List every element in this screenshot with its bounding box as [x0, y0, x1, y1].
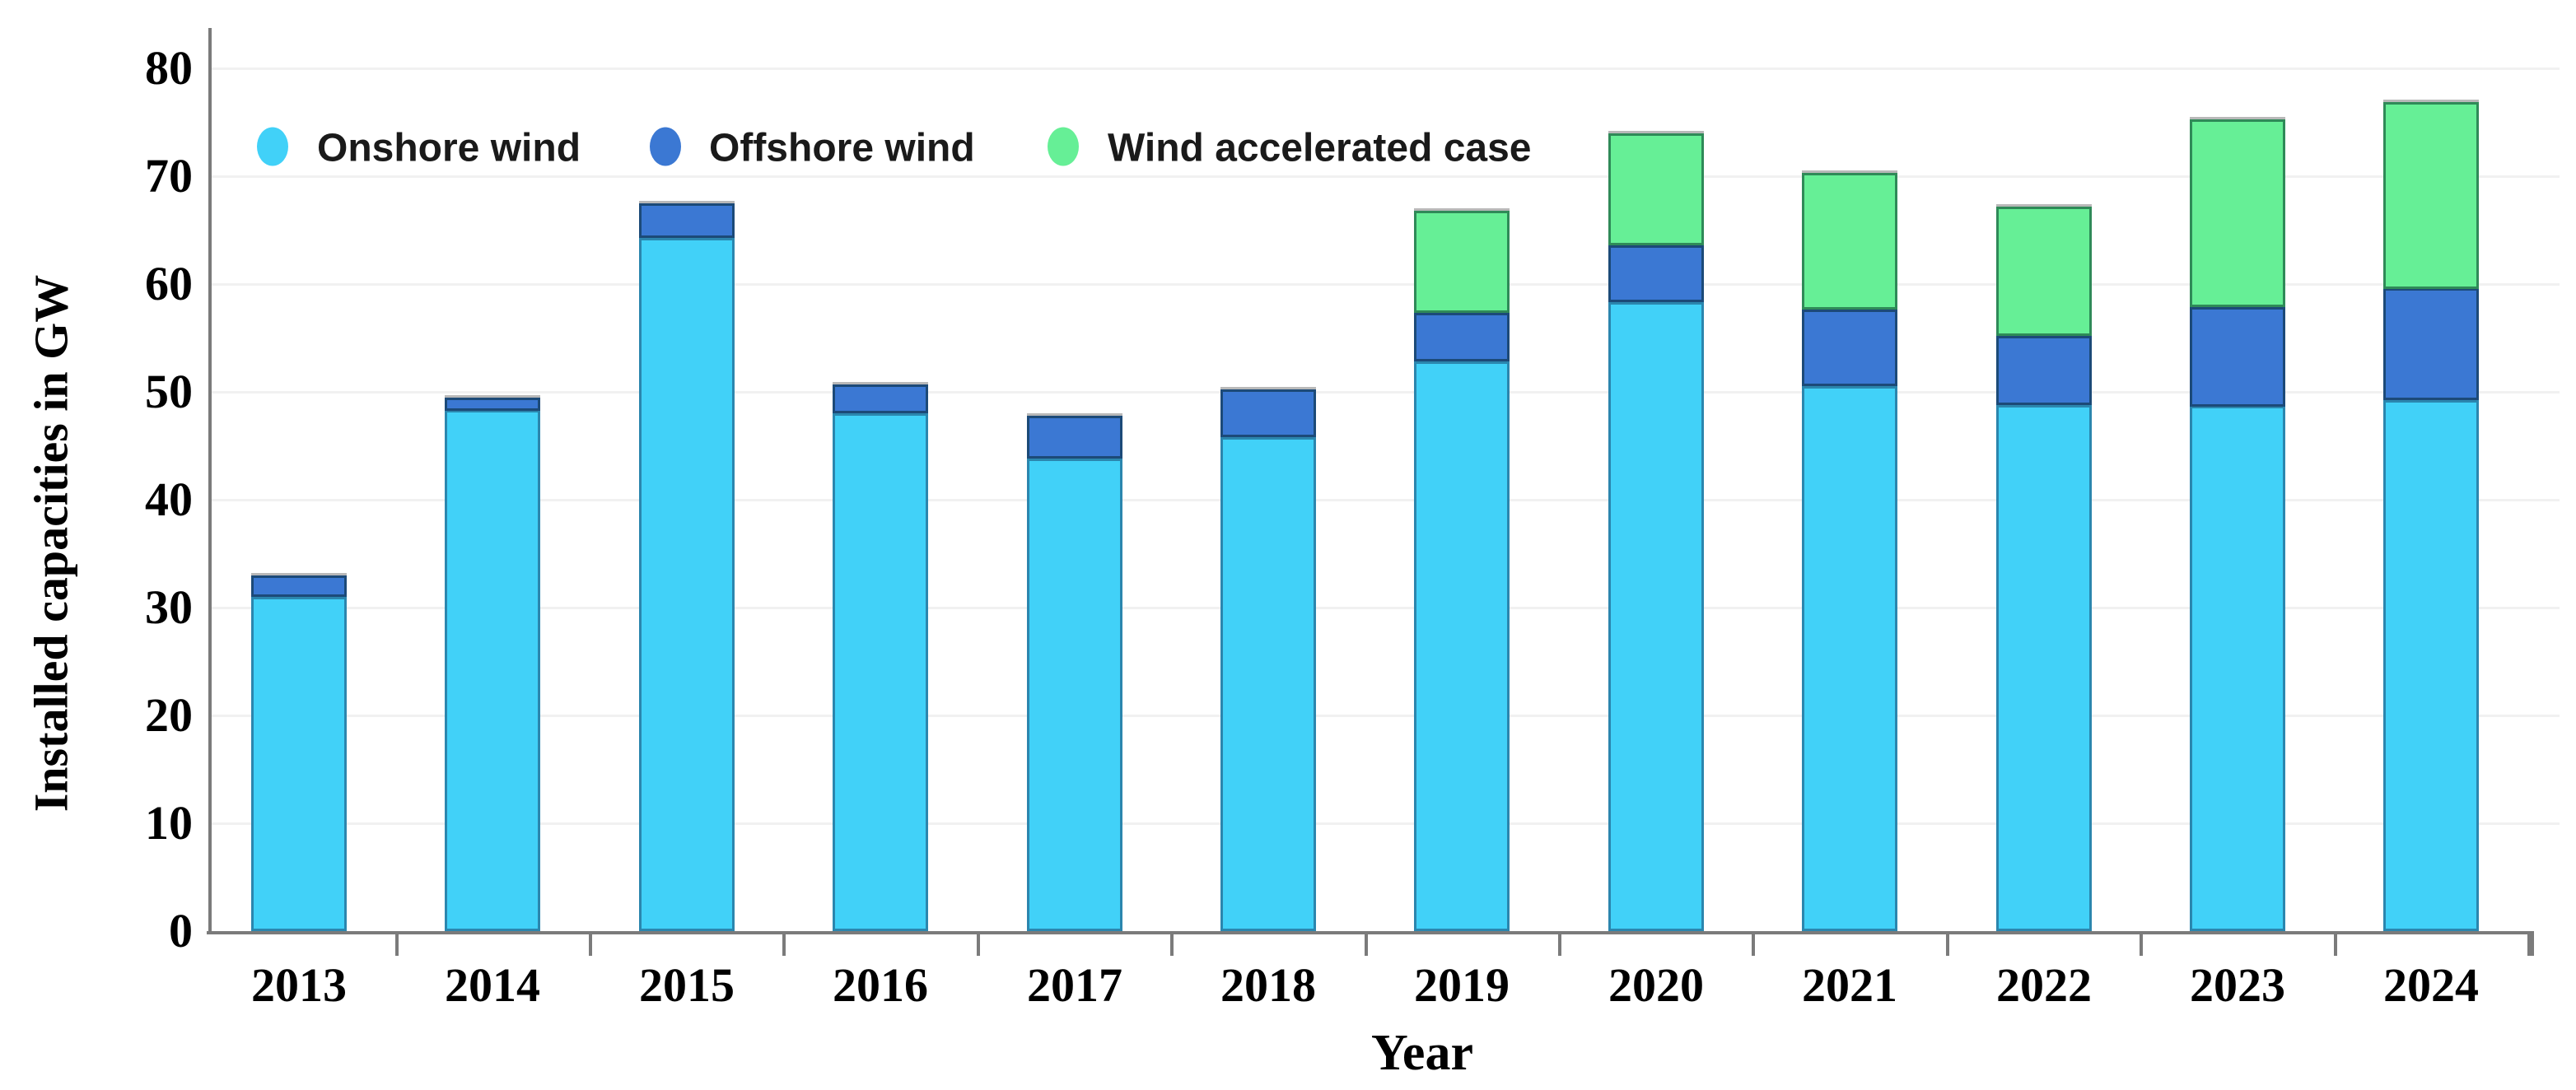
y-tick-label-20: 20 [145, 688, 193, 742]
x-tick-label-2021: 2021 [1802, 958, 1897, 1012]
x-axis-tick-7 [1752, 934, 1755, 956]
bar-2013-offshore-wind [251, 575, 347, 597]
legend-label-wind-accelerated-case: Wind accelerated case [1108, 126, 1532, 170]
x-tick-label-2020: 2020 [1608, 958, 1704, 1012]
gridline-10 [212, 822, 2560, 825]
x-axis-line [207, 931, 2534, 934]
bar-2016-onshore-wind [833, 413, 928, 931]
y-tick-label-50: 50 [145, 365, 193, 418]
bar-2018-offshore-wind [1220, 389, 1316, 437]
bar-2023-onshore-wind [2190, 406, 2285, 931]
legend-label-onshore-wind: Onshore wind [317, 126, 581, 170]
bar-2016-offshore-wind [833, 384, 928, 413]
x-tick-label-2019: 2019 [1414, 958, 1510, 1012]
y-tick-label-0: 0 [169, 904, 193, 957]
x-axis-tick-11 [2527, 934, 2531, 956]
x-axis-tick-0 [395, 934, 399, 956]
gridline-40 [212, 499, 2560, 501]
x-tick-label-2018: 2018 [1220, 958, 1316, 1012]
bar-2013-onshore-wind [251, 597, 347, 931]
y-tick-label-40: 40 [145, 473, 193, 526]
bar-2015-onshore-wind [639, 238, 735, 931]
x-axis-tick-4 [1170, 934, 1174, 956]
x-axis-tick-6 [1558, 934, 1561, 956]
bar-2022-offshore-wind [1996, 336, 2092, 405]
y-axis-line [208, 28, 212, 934]
x-axis-tick-3 [977, 934, 980, 956]
x-axis-tick-8 [1946, 934, 1949, 956]
bar-2024-onshore-wind [2383, 400, 2479, 931]
bar-2017-onshore-wind [1027, 459, 1122, 931]
x-tick-label-2015: 2015 [639, 958, 735, 1012]
x-axis-tick-5 [1365, 934, 1368, 956]
y-tick-label-70: 70 [145, 149, 193, 203]
x-tick-label-2014: 2014 [445, 958, 540, 1012]
legend-marker-offshore-wind-icon [650, 127, 681, 166]
x-axis-tick-1 [589, 934, 592, 956]
x-tick-label-2023: 2023 [2190, 958, 2285, 1012]
gridline-70 [212, 175, 2560, 178]
gridline-80 [212, 68, 2560, 70]
bar-2020-offshore-wind [1608, 245, 1704, 302]
bar-2018-onshore-wind [1220, 437, 1316, 931]
x-tick-label-2024: 2024 [2383, 958, 2479, 1012]
y-tick-label-80: 80 [145, 41, 193, 95]
x-tick-label-2022: 2022 [1996, 958, 2092, 1012]
x-axis-tick-end [2531, 934, 2534, 956]
bar-2015-offshore-wind [639, 203, 735, 238]
bar-2024-wind-accelerated-case [2383, 102, 2479, 289]
gridline-20 [212, 715, 2560, 717]
bar-2017-offshore-wind [1027, 416, 1122, 459]
bar-2023-offshore-wind [2190, 307, 2285, 407]
x-tick-label-2016: 2016 [833, 958, 928, 1012]
x-axis-tick-2 [782, 934, 786, 956]
legend-marker-onshore-wind-icon [257, 127, 288, 166]
bar-2014-onshore-wind [445, 410, 540, 931]
bar-2021-onshore-wind [1802, 386, 1897, 931]
x-axis-tick-9 [2140, 934, 2143, 956]
x-tick-label-2013: 2013 [251, 958, 347, 1012]
bar-2019-wind-accelerated-case [1414, 211, 1510, 313]
bar-2019-offshore-wind [1414, 313, 1510, 361]
bar-2020-onshore-wind [1608, 302, 1704, 931]
bar-2019-onshore-wind [1414, 361, 1510, 931]
x-tick-label-2017: 2017 [1027, 958, 1122, 1012]
bar-2014-offshore-wind [445, 398, 540, 411]
bar-2024-offshore-wind [2383, 288, 2479, 400]
bar-2021-offshore-wind [1802, 310, 1897, 386]
gridline-30 [212, 607, 2560, 609]
legend-label-offshore-wind: Offshore wind [709, 126, 975, 170]
bar-2020-wind-accelerated-case [1608, 133, 1704, 245]
y-tick-label-30: 30 [145, 580, 193, 634]
x-axis-title: Year [1371, 1025, 1473, 1081]
y-tick-label-10: 10 [145, 796, 193, 850]
bar-2022-wind-accelerated-case [1996, 207, 2092, 336]
gridline-50 [212, 391, 2560, 394]
bar-2023-wind-accelerated-case [2190, 119, 2285, 307]
x-axis-tick-10 [2334, 934, 2337, 956]
gridline-60 [212, 283, 2560, 286]
bar-2022-onshore-wind [1996, 405, 2092, 931]
bar-2021-wind-accelerated-case [1802, 173, 1897, 310]
legend-marker-wind-accelerated-case-icon [1048, 127, 1079, 166]
y-tick-label-60: 60 [145, 257, 193, 310]
